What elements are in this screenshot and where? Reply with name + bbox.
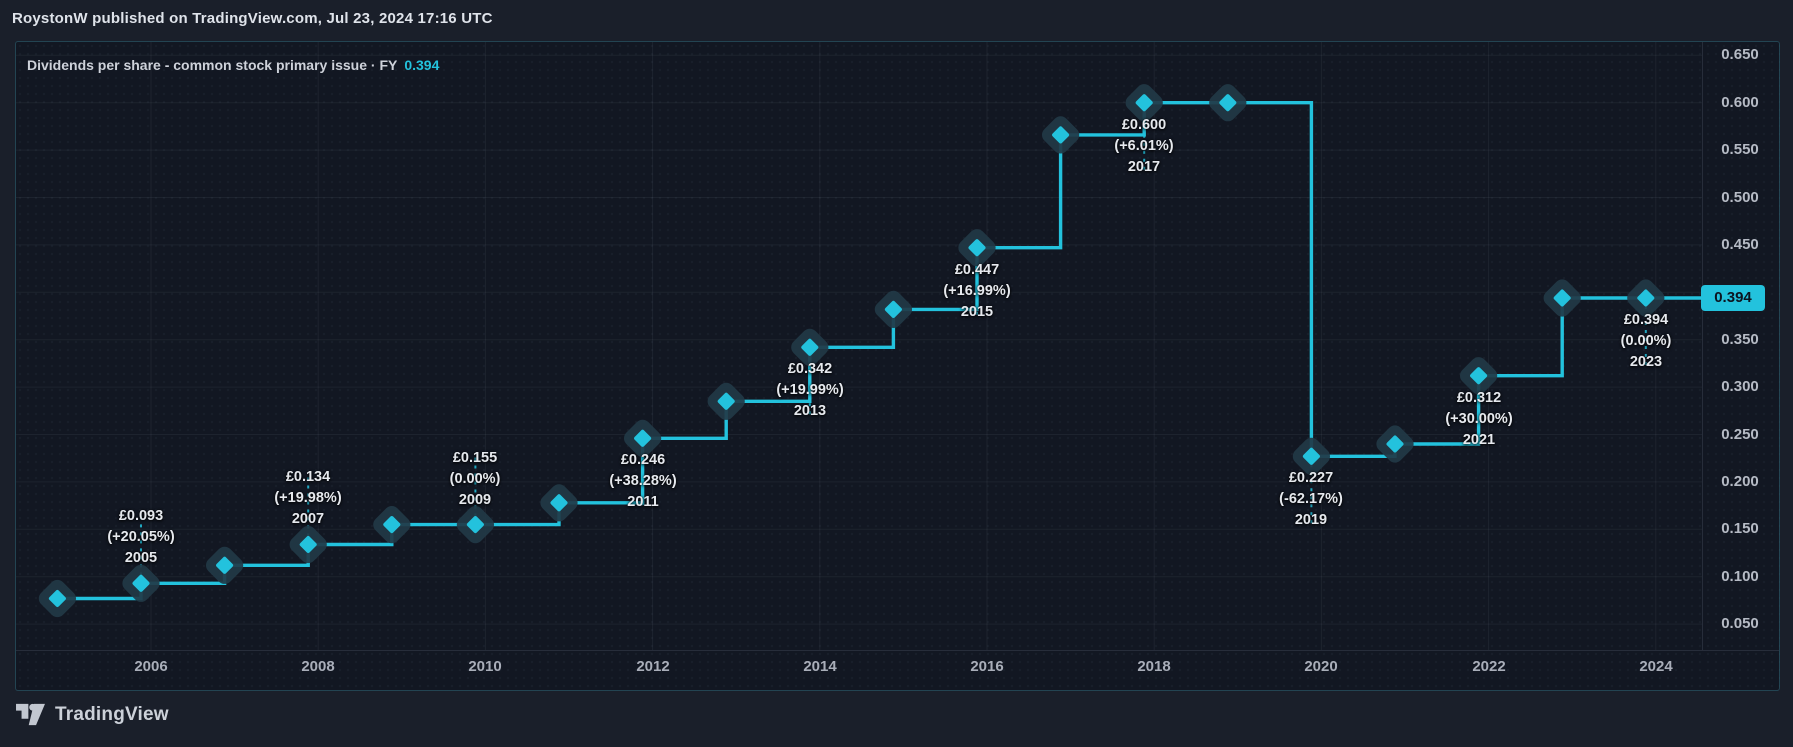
point-price: £0.447 [954,262,1000,278]
y-axis-label: 0.550 [1721,141,1759,158]
point-label: £0.155 (0.00%) 2009 [400,448,550,511]
data-point-marker [466,516,484,534]
x-axis-label: 2008 [301,658,335,675]
y-axis-label: 0.500 [1721,189,1759,206]
point-price: £0.394 [1623,312,1669,328]
series-title: Dividends per share - common stock prima… [27,57,398,73]
x-axis-label: 2022 [1472,658,1506,675]
x-axis-label: 2010 [468,658,502,675]
data-point-marker [1135,94,1153,112]
y-axis-label: 0.050 [1721,615,1759,632]
x-axis-label: 2020 [1304,658,1338,675]
x-axis-label: 2014 [803,658,837,675]
point-price: £0.134 [285,469,331,485]
point-change: (0.00%) [449,471,501,487]
y-axis-label: 0.650 [1721,46,1759,63]
point-change: (+19.99%) [776,382,844,398]
y-axis-label: 0.450 [1721,236,1759,253]
point-label: £0.394 (0.00%) 2023 [1571,310,1721,373]
y-axis-label: 0.250 [1721,426,1759,443]
point-label: £0.227 (-62.17%) 2019 [1236,468,1386,531]
data-point-marker [1470,367,1488,385]
point-label: £0.093 (+20.05%) 2005 [66,506,216,569]
x-axis-label: 2018 [1137,658,1171,675]
point-year: 2011 [627,494,659,510]
y-axis-label: 0.100 [1721,568,1759,585]
point-price: £0.093 [118,508,164,524]
x-axis-label: 2016 [970,658,1004,675]
point-label: £0.312 (+30.00%) 2021 [1404,388,1554,451]
data-point-marker [1219,94,1237,112]
point-price: £0.600 [1121,117,1167,133]
point-change: (+19.98%) [274,490,342,506]
x-axis-label: 2012 [636,658,670,675]
data-point-marker [884,300,902,318]
y-axis-label: 0.200 [1721,473,1759,490]
series-legend: Dividends per share - common stock prima… [27,57,439,73]
point-year: 2021 [1462,432,1496,448]
point-year: 2017 [1127,159,1161,175]
point-price: £0.312 [1456,390,1502,406]
point-year: 2013 [793,403,827,419]
publication-header: RoystonW published on TradingView.com, J… [12,10,493,27]
chart-canvas[interactable] [16,42,1781,692]
data-point-marker [299,535,317,554]
point-price: £0.155 [452,450,498,466]
x-axis-label: 2006 [134,658,168,675]
y-axis-label: 0.150 [1721,520,1759,537]
point-year: 2019 [1294,512,1328,528]
data-point-marker [968,239,986,257]
data-point-marker [550,494,568,512]
point-year: 2015 [960,304,994,320]
point-year: 2005 [124,550,158,566]
data-point-marker [1052,126,1070,144]
data-point-marker [801,338,819,356]
data-point-marker [1302,447,1320,465]
data-point-marker [48,589,66,608]
data-point-marker [1553,289,1571,307]
point-year: 2023 [1629,354,1663,370]
data-point-marker [383,516,401,534]
tradingview-logo-icon[interactable] [15,703,46,726]
point-label: £0.600 (+6.01%) 2017 [1069,115,1219,178]
point-change: (+20.05%) [107,529,175,545]
point-label: £0.342 (+19.99%) 2013 [735,359,885,422]
chart-frame[interactable]: Dividends per share - common stock prima… [15,41,1780,691]
point-label: £0.134 (+19.98%) 2007 [233,467,383,530]
point-change: (+6.01%) [1114,138,1174,154]
data-point-marker [1637,289,1655,307]
y-axis-label: 0.300 [1721,378,1759,395]
point-change: (0.00%) [1620,333,1672,349]
point-year: 2009 [458,492,492,508]
data-point-marker [717,392,735,410]
point-label: £0.246 (+38.28%) 2011 [568,450,718,513]
point-change: (+38.28%) [609,473,677,489]
point-change: (+30.00%) [1445,411,1513,427]
point-price: £0.246 [620,452,666,468]
point-year: 2007 [291,511,325,527]
y-axis-label: 0.600 [1721,94,1759,111]
point-change: (+16.99%) [943,283,1011,299]
point-label: £0.447 (+16.99%) 2015 [902,260,1052,323]
data-point-marker [132,574,150,592]
x-axis-label: 2024 [1639,658,1673,675]
last-price-badge: 0.394 [1701,285,1765,311]
y-axis-label: 0.350 [1721,331,1759,348]
time-axis-separator [16,650,1779,651]
point-price: £0.342 [787,361,833,377]
brand-name[interactable]: TradingView [55,703,169,725]
data-point-marker [1386,435,1404,453]
series-last-value: 0.394 [404,57,440,73]
footer-brand[interactable]: TradingView [15,703,169,726]
data-point-marker [216,556,234,574]
point-change: (-62.17%) [1279,491,1343,507]
price-axis-separator [1702,42,1703,650]
point-price: £0.227 [1288,470,1334,486]
data-point-marker [634,429,652,447]
